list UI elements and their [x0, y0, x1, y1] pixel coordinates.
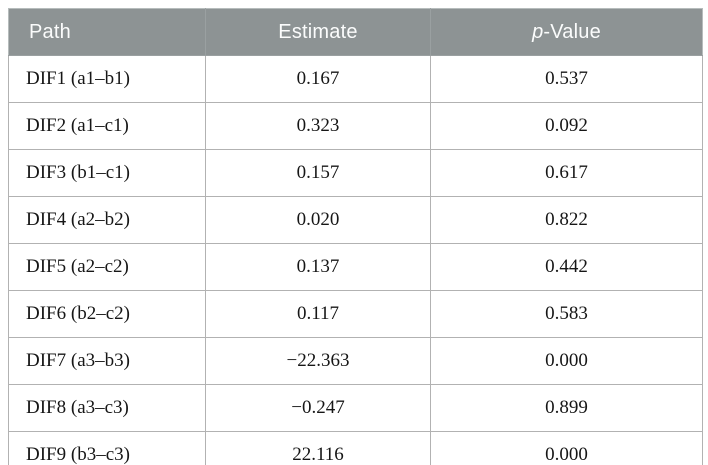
p-value-cell: 0.442 [430, 243, 703, 291]
p-value-cell: 0.092 [430, 102, 703, 150]
p-value-cell: 0.537 [430, 55, 703, 103]
table-row: DIF2 (a1–c1) 0.323 0.092 [8, 102, 703, 150]
column-header-estimate: Estimate [205, 8, 431, 56]
p-value-italic-p: p [532, 20, 544, 43]
path-cell: DIF4 (a2–b2) [8, 196, 206, 244]
estimate-cell: 0.323 [205, 102, 431, 150]
path-cell: DIF8 (a3–c3) [8, 384, 206, 432]
p-value-cell: 0.617 [430, 149, 703, 197]
results-table: Path Estimate p-Value DIF1 (a1–b1) 0.167… [8, 8, 703, 465]
estimate-cell: 0.117 [205, 290, 431, 338]
path-cell: DIF9 (b3–c3) [8, 431, 206, 465]
table-row: DIF3 (b1–c1) 0.157 0.617 [8, 149, 703, 197]
header-row: Path Estimate p-Value [8, 8, 703, 56]
table-row: DIF8 (a3–c3) −0.247 0.899 [8, 384, 703, 432]
p-value-cell: 0.000 [430, 337, 703, 385]
estimate-cell: −0.247 [205, 384, 431, 432]
path-cell: DIF7 (a3–b3) [8, 337, 206, 385]
table-row: DIF6 (b2–c2) 0.117 0.583 [8, 290, 703, 338]
estimate-cell: 0.137 [205, 243, 431, 291]
table-row: DIF5 (a2–c2) 0.137 0.442 [8, 243, 703, 291]
table-row: DIF7 (a3–b3) −22.363 0.000 [8, 337, 703, 385]
p-value-cell: 0.822 [430, 196, 703, 244]
estimate-cell: 22.116 [205, 431, 431, 465]
estimate-cell: 0.020 [205, 196, 431, 244]
path-cell: DIF5 (a2–c2) [8, 243, 206, 291]
estimate-cell: −22.363 [205, 337, 431, 385]
table-row: DIF4 (a2–b2) 0.020 0.822 [8, 196, 703, 244]
column-header-p-value: p-Value [430, 8, 703, 56]
p-value-rest: -Value [543, 20, 601, 43]
table-row: DIF1 (a1–b1) 0.167 0.537 [8, 55, 703, 103]
table-row: DIF9 (b3–c3) 22.116 0.000 [8, 431, 703, 465]
p-value-cell: 0.000 [430, 431, 703, 465]
p-value-cell: 0.583 [430, 290, 703, 338]
path-cell: DIF1 (a1–b1) [8, 55, 206, 103]
estimate-cell: 0.167 [205, 55, 431, 103]
path-cell: DIF2 (a1–c1) [8, 102, 206, 150]
path-cell: DIF6 (b2–c2) [8, 290, 206, 338]
p-value-cell: 0.899 [430, 384, 703, 432]
path-cell: DIF3 (b1–c1) [8, 149, 206, 197]
column-header-path: Path [8, 8, 206, 56]
estimate-cell: 0.157 [205, 149, 431, 197]
